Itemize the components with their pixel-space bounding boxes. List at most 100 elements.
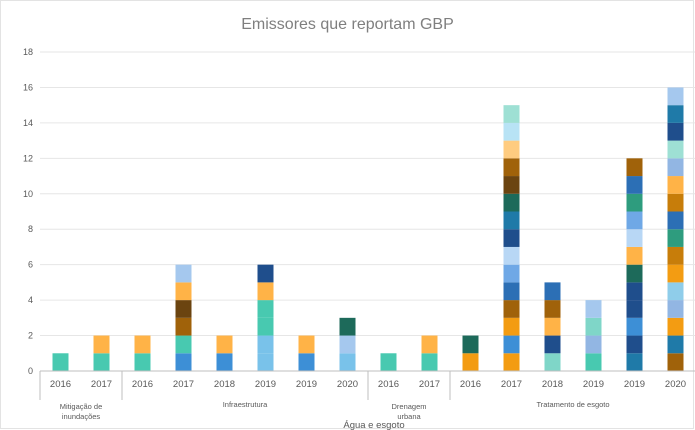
bar-segment	[175, 317, 192, 336]
bar-segment	[667, 282, 684, 301]
bar-segment	[503, 300, 520, 318]
bar-segment	[626, 353, 643, 371]
bar-segment	[667, 335, 684, 354]
bar-segment	[503, 193, 520, 212]
bar-segment	[175, 335, 192, 354]
bar-segment	[93, 335, 110, 354]
bar-segment	[175, 300, 192, 318]
x-tick-label: 2016	[378, 379, 399, 390]
bar-segment	[503, 282, 520, 301]
x-tick-label: 2020	[337, 379, 358, 390]
x-tick-label: 2019	[296, 379, 317, 390]
bar-segment	[667, 193, 684, 212]
bar-segment	[667, 87, 684, 106]
x-tick-label: 2017	[91, 379, 112, 390]
bar-segment	[257, 353, 274, 371]
bar-segment	[503, 140, 520, 159]
y-tick-label: 6	[28, 260, 33, 270]
bar-segment	[339, 353, 356, 371]
bar-segment	[298, 335, 315, 354]
bar-segment	[462, 353, 479, 371]
bar-segment	[134, 353, 151, 371]
bar-segment	[216, 353, 233, 371]
y-tick-label: 12	[23, 153, 33, 163]
group-label: inundações	[62, 412, 101, 421]
bar-segment	[503, 317, 520, 336]
y-tick-label: 4	[28, 295, 33, 305]
y-tick-label: 10	[23, 189, 33, 199]
bar-segment	[503, 246, 520, 265]
bar-segment	[380, 353, 397, 371]
x-tick-label: 2019	[255, 379, 276, 390]
x-axis-label: Água e esgoto	[343, 420, 404, 430]
bar-segment	[503, 105, 520, 123]
group-label: Infraestrutura	[223, 400, 268, 409]
bar-segment	[175, 282, 192, 301]
bar-segment	[667, 229, 684, 247]
x-tick-label: 2016	[50, 379, 71, 390]
x-tick-label: 2019	[583, 379, 604, 390]
bar-segment	[339, 317, 356, 336]
x-tick-label: 2019	[624, 379, 645, 390]
bar-segment	[626, 246, 643, 265]
group-label: Tratamento de esgoto	[536, 400, 609, 409]
bar-segment	[52, 353, 69, 371]
bar-segment	[134, 335, 151, 354]
bar-segment	[339, 335, 356, 354]
x-tick-label: 2016	[132, 379, 153, 390]
bar-segment	[421, 335, 438, 354]
y-tick-label: 8	[28, 224, 33, 234]
bar-segment	[626, 158, 643, 177]
bar-segment	[503, 158, 520, 177]
bar-segment	[626, 317, 643, 336]
bar-segment	[585, 300, 602, 318]
x-tick-label: 2017	[501, 379, 522, 390]
bar-segment	[421, 353, 438, 371]
bar-segment	[544, 317, 561, 336]
bar-segment	[175, 353, 192, 371]
bar-segment	[503, 353, 520, 371]
bar-segment	[585, 317, 602, 336]
bar-segment	[667, 211, 684, 230]
x-tick-label: 2018	[542, 379, 563, 390]
x-tick-label: 2018	[214, 379, 235, 390]
x-tick-label: 2020	[665, 379, 686, 390]
bar-segment	[626, 335, 643, 354]
chart-title: Emissores que reportam GBP	[241, 16, 454, 33]
bar-segment	[626, 211, 643, 230]
x-tick-label: 2016	[460, 379, 481, 390]
bar-segment	[667, 140, 684, 159]
bar-segment	[544, 300, 561, 318]
bar-segment	[667, 264, 684, 283]
bar-segment	[257, 317, 274, 336]
y-tick-label: 0	[28, 366, 33, 376]
bar-segment	[503, 211, 520, 230]
bar-segment	[585, 353, 602, 371]
bar-segment	[626, 229, 643, 247]
bar-segment	[626, 176, 643, 194]
y-tick-label: 2	[28, 331, 33, 341]
bar-segment	[626, 193, 643, 212]
bar-segment	[503, 264, 520, 283]
bar-segment	[667, 353, 684, 371]
group-label: Mitigação de	[60, 402, 103, 411]
bar-segment	[626, 282, 643, 301]
bar-segment	[503, 335, 520, 354]
y-tick-label: 18	[23, 47, 33, 57]
bar-segment	[544, 335, 561, 354]
bar-segment	[503, 122, 520, 141]
group-label: urbana	[397, 412, 421, 421]
bar-segment	[667, 105, 684, 123]
bar-segment	[667, 300, 684, 318]
bar-segment	[667, 122, 684, 141]
x-tick-label: 2017	[173, 379, 194, 390]
bar-segment	[462, 335, 479, 354]
bar-segment	[257, 264, 274, 283]
bar-segment	[544, 353, 561, 371]
bar-segment	[298, 353, 315, 371]
bar-segment	[626, 300, 643, 318]
y-tick-label: 16	[23, 82, 33, 92]
bar-segment	[257, 335, 274, 354]
